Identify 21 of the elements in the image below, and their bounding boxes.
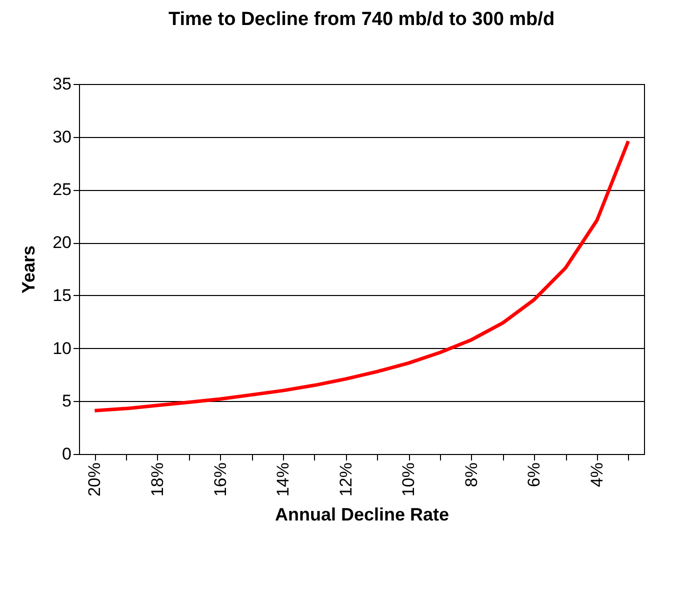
line-series [92,139,630,412]
x-tick-label: 20% [85,462,104,497]
x-tick-label: 10% [399,462,418,497]
y-tick-label: 20 [52,233,72,252]
y-tick-label: 5 [62,392,72,411]
y-tick-label: 0 [62,444,72,464]
x-tick-label: 12% [336,462,356,497]
x-tick-label: 16% [210,462,230,497]
x-tick-label: 6% [524,462,544,488]
y-axis-title: Years [18,245,39,294]
x-tick-label: 8% [462,462,481,488]
y-tick-label: 15 [52,286,72,305]
y-tick-label: 30 [52,127,72,146]
y-tick-label: 25 [52,180,72,200]
x-tick-label: 18% [148,462,167,497]
y-tick-label: 35 [52,74,72,94]
y-tick-label: 10 [52,338,72,358]
x-axis-title: Annual Decline Rate [274,504,450,525]
x-tick-label: 4% [587,462,606,488]
chart-title: Time to Decline from 740 mb/d to 300 mb/d [168,9,555,30]
x-tick-label: 14% [274,462,293,497]
